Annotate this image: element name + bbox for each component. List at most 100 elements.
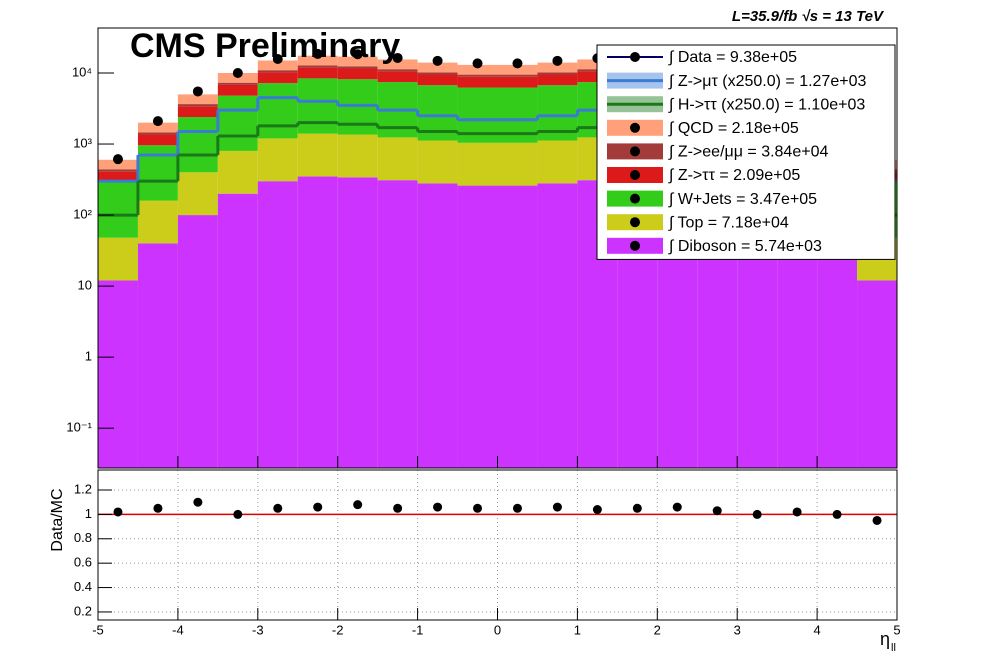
stack-bar xyxy=(337,177,378,468)
stack-bar xyxy=(98,182,138,238)
ratio-point xyxy=(113,507,123,517)
stack-bar xyxy=(377,59,418,70)
ratio-point xyxy=(393,503,403,513)
legend-marker xyxy=(630,52,640,62)
stack-bar xyxy=(137,122,178,133)
stack-bar xyxy=(177,106,218,118)
stack-bar xyxy=(497,76,538,88)
stack-bar xyxy=(177,104,218,107)
stack-bar xyxy=(98,169,138,172)
data-point xyxy=(472,58,483,69)
stack-bar xyxy=(177,215,218,468)
y-tick-label: 10³ xyxy=(73,135,92,150)
legend-label: ∫ Z->ττ = 2.09e+05 xyxy=(668,167,800,184)
y-tick-label: 10² xyxy=(73,207,92,222)
stack-bar xyxy=(137,200,178,244)
ratio-point xyxy=(193,497,203,507)
ratio-point xyxy=(512,503,522,513)
stack-bar xyxy=(297,67,338,79)
data-point xyxy=(352,49,363,60)
stack-bar xyxy=(177,172,218,216)
stack-bar xyxy=(297,133,338,177)
ratio-point xyxy=(433,502,443,512)
stack-bar xyxy=(457,142,498,186)
ratio-point xyxy=(353,500,363,510)
stack-bar xyxy=(537,183,578,468)
stack-bar xyxy=(857,280,897,468)
stack-bar xyxy=(137,243,178,468)
y-tick-label: 0.8 xyxy=(74,530,92,545)
stack-bar xyxy=(137,134,178,146)
stack-bar xyxy=(257,70,298,73)
ratio-point xyxy=(752,509,762,519)
stack-bar xyxy=(377,180,418,468)
x-tick-label: -1 xyxy=(412,622,424,637)
x-tick-label: 3 xyxy=(734,622,741,637)
x-tick-label: -3 xyxy=(252,622,264,637)
ratio-point xyxy=(632,503,642,513)
stack-bar xyxy=(337,56,378,67)
ratio-point xyxy=(792,507,802,517)
stack-bar xyxy=(98,280,138,468)
legend-label: ∫ H->ττ (x250.0) = 1.10e+03 xyxy=(668,96,865,113)
stack-bar xyxy=(457,76,498,88)
ratio-point xyxy=(552,502,562,512)
data-point xyxy=(112,154,123,165)
stack-bar xyxy=(497,64,538,75)
data-point xyxy=(312,48,323,59)
y-tick-label: 0.2 xyxy=(74,603,92,618)
stack-bar xyxy=(457,64,498,75)
y-tick-label: 10⁴ xyxy=(72,64,92,79)
stack-bar xyxy=(497,185,538,468)
stack-bar xyxy=(457,74,498,77)
stack-bar xyxy=(177,117,218,173)
y-tick-label: 1 xyxy=(85,349,92,364)
ratio-point xyxy=(313,502,323,512)
stack-bar xyxy=(457,185,498,468)
stack-bar xyxy=(817,243,858,468)
data-point xyxy=(272,53,283,64)
stack-bar xyxy=(417,140,458,184)
legend-label: ∫ W+Jets = 3.47e+05 xyxy=(668,191,817,208)
stack-bar xyxy=(217,82,258,85)
legend-marker xyxy=(630,146,640,157)
stack-bar xyxy=(137,132,178,135)
stack-bar xyxy=(377,69,418,72)
stack-bar xyxy=(217,95,258,151)
stack-bar xyxy=(217,150,258,194)
legend-label: ∫ QCD = 2.18e+05 xyxy=(668,120,799,137)
y-tick-label: 1 xyxy=(85,506,92,521)
legend-marker xyxy=(630,240,640,251)
legend-label: ∫ Z->μτ (x250.0) = 1.27e+03 xyxy=(668,73,866,90)
x-tick-label: -4 xyxy=(172,622,184,637)
data-point xyxy=(552,55,563,66)
ratio-point xyxy=(872,515,882,525)
ratio-point xyxy=(153,503,163,513)
stack-bar xyxy=(217,84,258,96)
data-point xyxy=(512,58,523,69)
stack-bar xyxy=(257,83,298,139)
legend-marker xyxy=(630,217,640,228)
data-point xyxy=(392,52,403,63)
stack-bar xyxy=(297,65,338,68)
y-tick-label: 10 xyxy=(78,278,92,293)
stack-bar xyxy=(417,62,458,73)
stack-bar xyxy=(257,138,298,182)
stack-bar xyxy=(537,72,578,75)
y-axis-label: Data/MC xyxy=(49,488,66,551)
y-tick-label: 0.4 xyxy=(74,579,92,594)
stack-bar xyxy=(377,71,418,83)
lumi-label: L=35.9/fb √s = 13 TeV xyxy=(732,8,885,25)
legend-marker xyxy=(630,193,640,204)
x-tick-label: 5 xyxy=(893,622,900,637)
stack-bar xyxy=(337,66,378,69)
x-axis-label-sub: ll xyxy=(891,642,896,654)
data-point xyxy=(152,116,163,127)
data-point xyxy=(232,67,243,78)
ratio-point xyxy=(273,503,283,513)
chart-title: CMS Preliminary xyxy=(130,27,400,65)
x-tick-label: -2 xyxy=(332,622,344,637)
y-tick-label: 1.2 xyxy=(74,481,92,496)
stack-bar xyxy=(297,78,338,134)
